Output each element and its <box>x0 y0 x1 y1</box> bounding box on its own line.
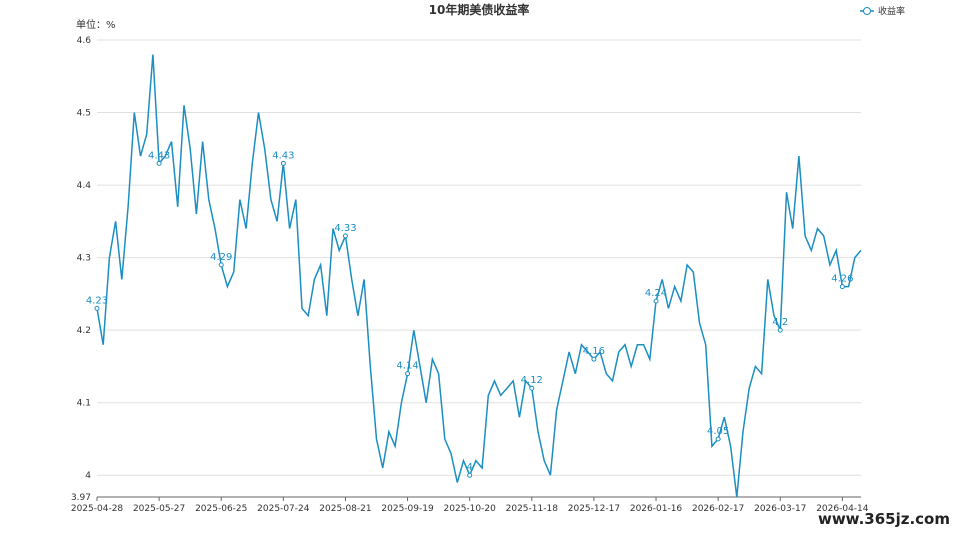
value-label: 4.14 <box>396 361 418 372</box>
value-label: 4.43 <box>272 150 294 161</box>
value-label: 4.05 <box>707 426 729 437</box>
y-tick-label: 4.4 <box>77 181 92 191</box>
x-tick-label: 2025-12-17 <box>568 504 620 514</box>
legend-label: 收益率 <box>878 5 905 17</box>
value-label: 4.26 <box>831 274 853 285</box>
point-marker <box>156 160 162 166</box>
point-marker <box>777 327 783 333</box>
y-tick-label: 4 <box>85 471 91 481</box>
x-tick-label: 2025-11-18 <box>506 504 559 514</box>
x-tick-label: 2026-04-14 <box>816 504 869 514</box>
point-marker <box>280 160 286 166</box>
point-marker <box>405 371 411 377</box>
point-marker <box>467 472 473 478</box>
x-tick-label: 2025-08-21 <box>319 504 371 514</box>
value-label: 4.16 <box>583 346 605 357</box>
x-tick-label: 2025-06-25 <box>195 504 247 514</box>
x-tick-label: 2026-02-17 <box>692 504 744 514</box>
y-tick-label: 4.3 <box>77 254 91 264</box>
value-label: 4.29 <box>210 252 232 263</box>
point-marker <box>342 233 348 239</box>
point-marker <box>715 436 721 442</box>
legend-marker <box>863 7 871 15</box>
y-tick-label: 4.1 <box>77 399 91 409</box>
value-label: 4.23 <box>86 295 108 306</box>
value-label: 4.43 <box>148 150 170 161</box>
point-marker <box>839 284 845 290</box>
value-label: 4.2 <box>772 317 788 328</box>
y-tick-label: 4.5 <box>77 109 91 119</box>
x-tick-label: 2025-07-24 <box>257 504 310 514</box>
y-tick-label: 4.2 <box>77 326 91 336</box>
point-marker <box>218 262 224 268</box>
y-unit-label: 单位：% <box>76 18 116 31</box>
value-label: 4.33 <box>334 223 356 234</box>
point-marker <box>653 298 659 304</box>
x-tick-label: 2026-01-16 <box>630 504 683 514</box>
x-tick-label: 2025-10-20 <box>444 504 497 514</box>
point-marker <box>591 356 597 362</box>
value-label: 4.24 <box>645 288 667 299</box>
x-tick-label: 2025-09-19 <box>381 504 434 514</box>
x-tick-label: 2025-05-27 <box>133 504 185 514</box>
y-tick-label: 4.6 <box>77 36 92 46</box>
point-marker <box>529 385 535 391</box>
x-tick-label: 2025-04-28 <box>71 504 124 514</box>
y-tick-label: 3.97 <box>71 493 91 503</box>
point-marker <box>94 305 100 311</box>
value-label: 4.12 <box>521 375 543 386</box>
value-label: 4 <box>466 462 472 473</box>
chart-title: 10年期美债收益率 <box>429 2 530 17</box>
series-line <box>96 54 862 498</box>
x-tick-label: 2026-03-17 <box>754 504 806 514</box>
watermark: www.365jz.com <box>818 510 950 528</box>
